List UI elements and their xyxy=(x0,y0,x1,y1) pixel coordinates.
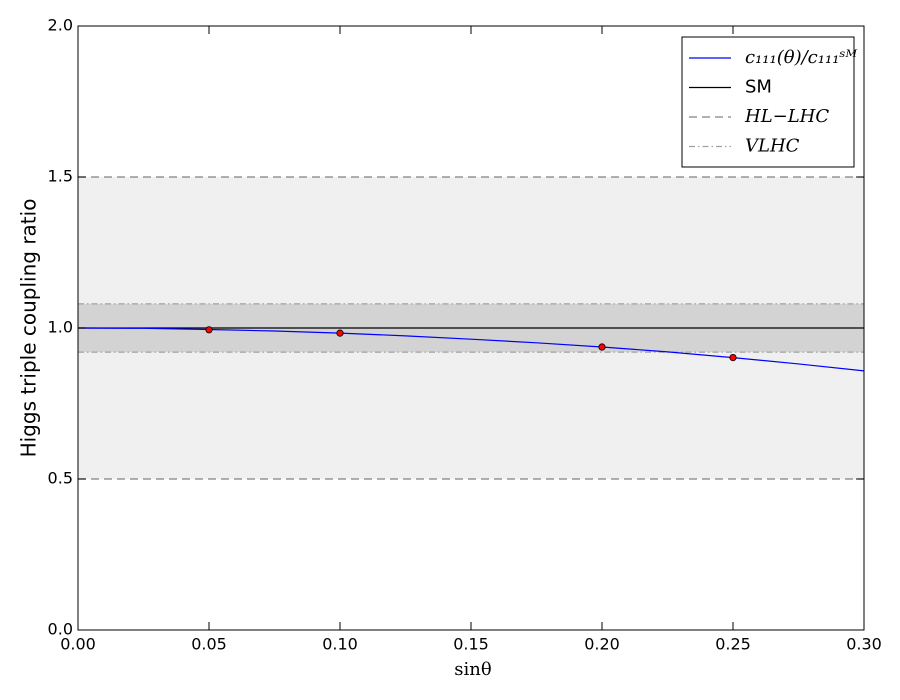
x-tick-label: 0.25 xyxy=(715,635,751,654)
y-tick-label: 0.0 xyxy=(48,620,73,639)
y-tick-label: 0.5 xyxy=(48,469,73,488)
x-tick-label: 0.30 xyxy=(846,635,882,654)
legend-label: c₁₁₁(θ)/c₁₁₁ˢᴹ xyxy=(745,47,857,68)
data-point xyxy=(729,353,737,362)
x-tick-label: 0.10 xyxy=(322,635,358,654)
x-tick-label: 0.00 xyxy=(60,635,96,654)
y-axis-label: Higgs triple coupling ratio xyxy=(17,199,41,458)
x-axis-label: sinθ xyxy=(454,659,491,680)
x-tick-label: 0.05 xyxy=(191,635,227,654)
data-point xyxy=(598,343,606,351)
x-tick-label: 0.20 xyxy=(584,635,620,654)
x-tick-label: 0.15 xyxy=(453,635,489,654)
data-point xyxy=(205,326,213,334)
legend-label: VLHC xyxy=(745,136,800,157)
y-tick-label: 1.0 xyxy=(48,318,73,337)
y-tick-label: 1.5 xyxy=(48,167,73,186)
y-tick-label: 2.0 xyxy=(48,16,73,35)
legend-label: SM xyxy=(745,77,772,98)
legend-label: HL−LHC xyxy=(744,106,829,127)
legend-box xyxy=(681,36,855,168)
data-point xyxy=(336,329,344,337)
